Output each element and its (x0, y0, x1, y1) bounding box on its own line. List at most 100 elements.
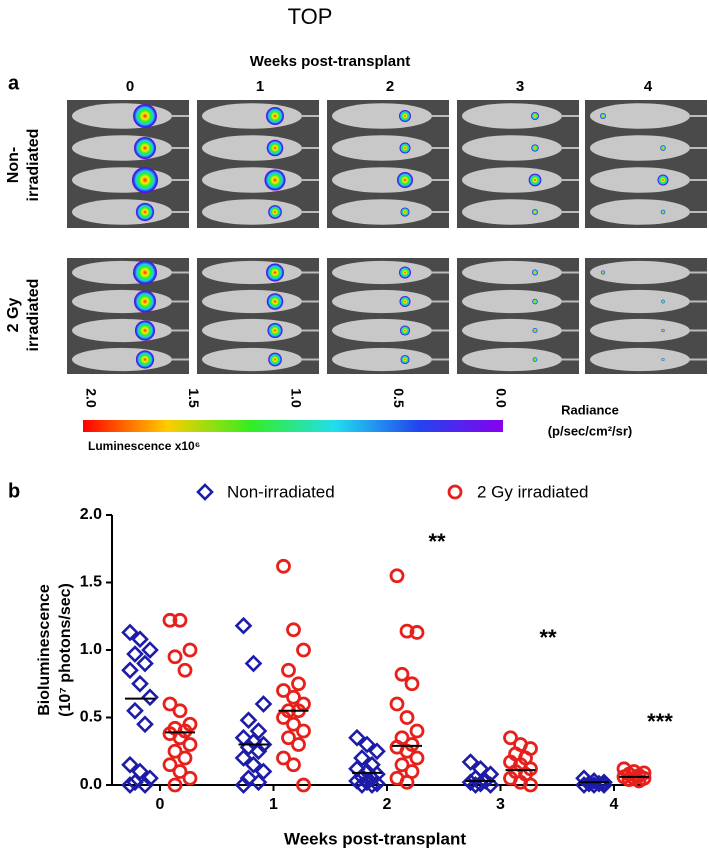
point (131, 630, 149, 649)
point (244, 654, 263, 673)
point (409, 723, 425, 739)
colorbar-tick-label: 1.0 (288, 388, 304, 408)
mouse (462, 260, 562, 285)
mouse (462, 167, 562, 193)
legend-label: Non-irradiated (227, 482, 335, 501)
point (286, 689, 301, 705)
mouse (202, 199, 302, 225)
x-tick-label: 0 (156, 796, 165, 813)
mouse (202, 260, 302, 285)
signal (528, 173, 542, 187)
point (167, 649, 183, 665)
point (136, 776, 154, 794)
mouse (202, 289, 302, 314)
point (481, 776, 500, 794)
mouse (332, 347, 432, 372)
point (461, 753, 480, 771)
signal (134, 320, 156, 341)
point (182, 737, 198, 752)
colorbar (83, 420, 503, 432)
colorbar-unit: (p/sec/cm²/sr) (548, 423, 633, 438)
mouse (462, 103, 562, 129)
mouse (590, 103, 690, 129)
signal (399, 325, 411, 336)
signal (532, 327, 538, 334)
mouse (72, 318, 172, 343)
point (234, 749, 253, 767)
point (368, 742, 386, 761)
point (409, 750, 425, 766)
signal (266, 139, 284, 157)
column-label: 2 (386, 78, 394, 95)
point (291, 676, 306, 692)
mouse (72, 199, 172, 225)
mouse (462, 289, 562, 314)
point (399, 623, 415, 639)
point (234, 776, 253, 794)
point (404, 676, 420, 692)
signal (135, 202, 155, 222)
signal (133, 104, 157, 128)
significance: ** (539, 625, 557, 650)
point (503, 730, 518, 746)
y-tick-label: 1.5 (80, 574, 102, 591)
point (126, 701, 144, 720)
point (523, 777, 538, 793)
signal (131, 166, 159, 194)
point (136, 715, 154, 734)
point (466, 776, 485, 794)
x-tick-label: 1 (269, 796, 278, 813)
point (621, 772, 637, 787)
signal (133, 136, 157, 160)
header: TOP (288, 4, 333, 29)
signal (661, 357, 665, 362)
signal (266, 107, 284, 125)
point (281, 730, 296, 746)
point (182, 642, 198, 658)
signal (264, 169, 286, 191)
point (121, 755, 139, 774)
mouse (462, 318, 562, 343)
point (167, 777, 183, 793)
y-axis-label: Bioluminescence (36, 584, 53, 716)
y-tick-label: 0.5 (80, 709, 102, 726)
mouse (332, 318, 432, 343)
y-tick-label: 0.0 (80, 776, 102, 793)
signal (266, 293, 284, 310)
point (286, 716, 301, 732)
colorbar-tick-label: 0.0 (493, 388, 509, 408)
column-label: 1 (256, 78, 264, 95)
signal (399, 295, 411, 308)
point (276, 558, 291, 574)
point (244, 755, 263, 774)
point (249, 742, 268, 761)
mouse (462, 135, 562, 161)
point (389, 568, 405, 584)
colorbar-tick-label: 0.5 (391, 388, 407, 408)
signal (532, 269, 538, 276)
point (595, 773, 613, 792)
row-label: irradiated (25, 129, 42, 202)
point (409, 625, 425, 640)
signal (601, 270, 605, 275)
signal (660, 145, 666, 151)
signal (400, 354, 410, 365)
signal (135, 350, 155, 369)
mouse (590, 135, 690, 161)
panel-label: a (8, 72, 20, 94)
point (254, 695, 273, 713)
signal (399, 110, 411, 122)
point (239, 711, 258, 730)
point (121, 776, 139, 794)
row-label: 2 Gy (5, 298, 22, 333)
point (141, 641, 159, 659)
row-label: irradiated (25, 279, 42, 352)
point (167, 743, 183, 759)
mouse (332, 167, 432, 193)
point (162, 757, 178, 773)
signal (600, 113, 606, 119)
mouse (590, 167, 690, 193)
x-tick-label: 2 (383, 796, 392, 813)
point (121, 623, 139, 642)
y-tick-label: 2.0 (80, 506, 102, 523)
